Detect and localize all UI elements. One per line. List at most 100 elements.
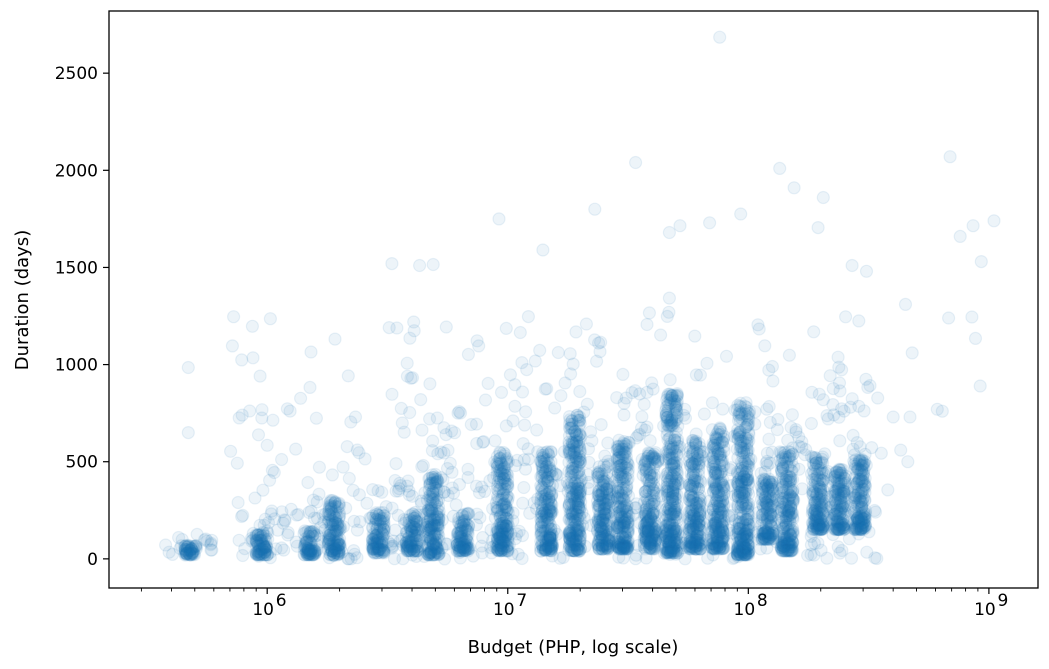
data-point [327,509,341,523]
data-point [566,357,580,371]
data-point [372,543,386,558]
data-point [180,539,194,554]
data-point [258,541,272,555]
data-point [310,495,324,509]
data-point [232,533,246,547]
data-point [408,511,422,526]
data-point [409,514,423,528]
data-point [330,544,344,558]
data-point [408,539,423,553]
data-point [304,527,318,541]
data-point [323,528,337,542]
data-point [182,547,196,561]
data-point [253,518,267,532]
data-point [558,376,572,390]
data-point [258,547,272,562]
data-point [297,539,311,553]
data-points [159,30,1001,566]
data-point [290,539,304,553]
data-point [186,544,200,559]
data-point [178,539,192,553]
data-point [181,539,196,554]
data-point [322,530,336,545]
data-point [181,546,195,560]
data-point [258,545,272,560]
data-point [393,476,407,490]
data-point [758,524,772,539]
data-point [331,538,345,553]
data-point [414,494,428,508]
data-point [304,536,318,550]
data-point [569,428,583,442]
data-point [410,526,424,541]
data-point [422,478,437,492]
data-point [302,547,316,561]
data-point [731,550,745,564]
data-point [252,548,266,562]
data-point [868,505,883,519]
data-point [324,546,338,561]
data-point [300,533,314,548]
data-point [372,508,386,523]
data-point [419,506,433,521]
data-point [371,530,385,544]
data-point [249,529,263,543]
data-point [424,476,438,490]
data-point [372,543,386,557]
data-point [300,545,314,560]
data-point [430,473,444,487]
data-point [249,546,263,560]
data-point [517,453,531,467]
data-point [425,477,440,491]
data-point [326,525,340,539]
data-point [352,446,366,460]
data-point [367,534,381,548]
data-point [388,523,402,537]
data-point [470,436,484,451]
data-point [581,482,596,496]
data-point [331,524,345,538]
data-point [180,546,194,560]
data-point [330,541,344,555]
data-point [392,482,406,496]
data-point [366,537,380,551]
data-point [257,539,271,553]
data-point [408,540,422,554]
data-point [189,542,203,556]
data-point [369,528,383,543]
data-point [405,514,419,528]
data-point [246,526,260,541]
data-point [762,399,776,414]
data-point [180,547,194,561]
data-point [409,522,423,537]
data-point [324,502,338,517]
data-point [245,319,259,333]
data-point [816,393,830,407]
data-point [804,467,819,481]
data-point [268,512,282,526]
data-point [663,373,677,387]
data-point [305,548,320,562]
data-point [256,538,271,552]
data-point [257,541,272,555]
data-point [186,545,200,559]
data-point [407,515,421,529]
data-point [254,534,269,548]
data-point [266,413,280,427]
data-point [259,540,273,554]
data-point [322,507,336,522]
data-point [401,539,415,553]
data-point [428,498,442,512]
data-point [432,504,446,519]
data-point [469,417,484,431]
data-point [616,448,630,462]
data-point [371,540,385,554]
data-point [366,532,380,547]
data-point [238,541,252,556]
data-point [404,534,418,549]
data-point [376,543,390,557]
data-point [280,402,294,416]
data-point [302,534,317,549]
data-point [406,507,420,521]
